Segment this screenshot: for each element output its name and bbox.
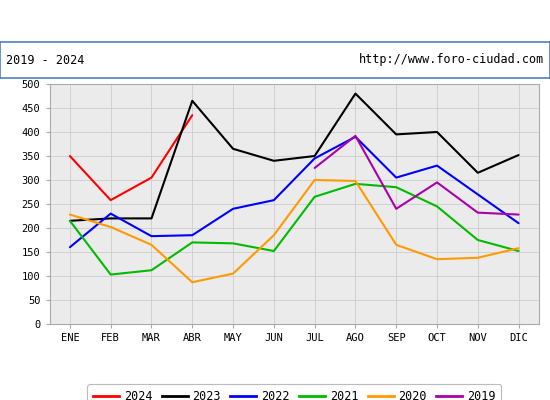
Text: http://www.foro-ciudad.com: http://www.foro-ciudad.com <box>359 54 544 66</box>
Text: Evolucion Nº Turistas Extranjeros en el municipio de Manzanares el Real: Evolucion Nº Turistas Extranjeros en el … <box>35 14 515 28</box>
Text: 2019 - 2024: 2019 - 2024 <box>6 54 84 66</box>
Legend: 2024, 2023, 2022, 2021, 2020, 2019: 2024, 2023, 2022, 2021, 2020, 2019 <box>87 384 502 400</box>
